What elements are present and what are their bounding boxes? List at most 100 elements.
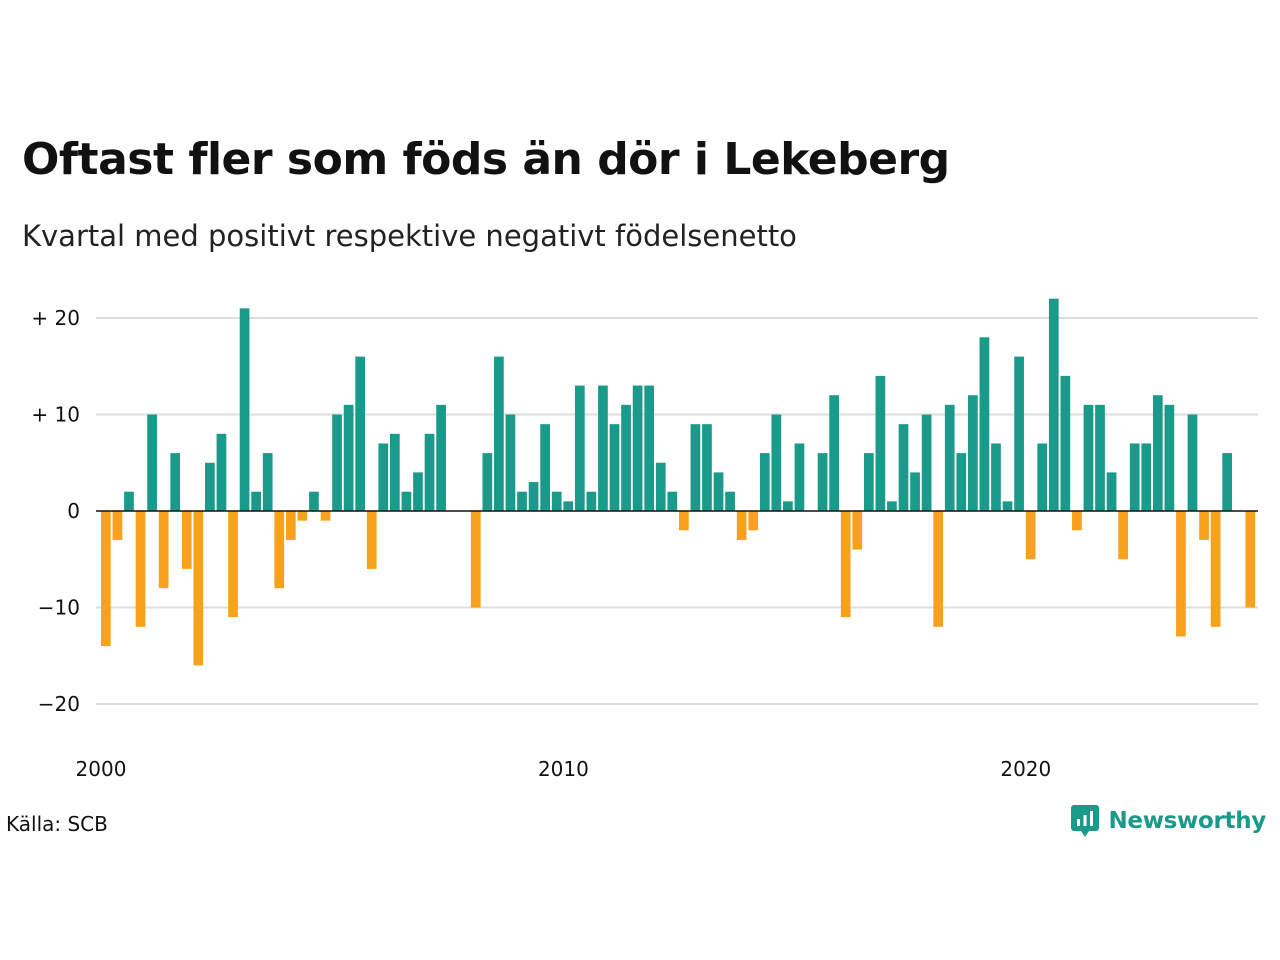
- bar-negative: [1210, 511, 1221, 627]
- bar-positive: [1048, 298, 1059, 511]
- bar-positive: [1152, 395, 1163, 511]
- bar-positive: [632, 385, 643, 511]
- bar-positive: [702, 424, 712, 511]
- bar-negative: [181, 511, 192, 569]
- bar-negative: [1118, 511, 1128, 560]
- bar-positive: [436, 404, 446, 511]
- bar-positive: [783, 501, 793, 511]
- bar-positive: [817, 453, 828, 511]
- bar-negative: [320, 511, 331, 521]
- bar-negative: [135, 511, 146, 627]
- bar-negative: [840, 511, 851, 618]
- bar-negative: [470, 511, 481, 608]
- y-tick-label: −10: [38, 596, 80, 620]
- bar-positive: [216, 433, 227, 511]
- bar-negative: [1025, 511, 1036, 560]
- x-tick-label: 2010: [538, 757, 589, 781]
- bar-positive: [598, 385, 608, 511]
- bar-positive: [1164, 404, 1175, 511]
- bar-positive: [332, 414, 342, 511]
- source-note: Källa: SCB: [6, 812, 108, 836]
- bar-positive: [898, 424, 909, 511]
- bar-negative: [366, 511, 377, 569]
- bar-negative: [852, 511, 863, 550]
- brand-name: Newsworthy: [1108, 808, 1266, 834]
- bar-positive: [1014, 356, 1024, 511]
- bar-positive: [251, 491, 261, 511]
- x-tick-label: 2000: [76, 757, 127, 781]
- bar-positive: [205, 462, 215, 511]
- bar-positive: [401, 491, 412, 511]
- newsworthy-logo-icon: [1071, 805, 1100, 837]
- bar-positive: [482, 453, 493, 511]
- bar-positive: [621, 404, 631, 511]
- bar-positive: [863, 453, 874, 511]
- y-axis-labels: + 20 + 10 0 −10 −20: [31, 306, 80, 716]
- bar-negative: [158, 511, 169, 589]
- bar-positive: [390, 433, 400, 511]
- bar-negative: [679, 511, 689, 531]
- y-tick-label: −20: [38, 692, 80, 716]
- bar-positive: [956, 453, 967, 511]
- bar-negative: [228, 511, 238, 618]
- bar-positive: [875, 375, 886, 511]
- bar-positive: [540, 424, 550, 511]
- bar-negative: [101, 511, 111, 647]
- bar-positive: [1083, 404, 1094, 511]
- chart-subtitle: Kvartal med positivt respektive negativt…: [22, 219, 797, 253]
- bar-negative: [1176, 511, 1186, 637]
- bar-positive: [355, 356, 366, 511]
- bar-positive: [667, 491, 678, 511]
- bar-negative: [1199, 511, 1209, 540]
- x-axis-labels: 2000 2010 2020: [76, 757, 1052, 781]
- bar-positive: [655, 462, 666, 511]
- bar-positive: [239, 308, 250, 511]
- bar-positive: [378, 443, 389, 511]
- bar-positive: [968, 395, 978, 511]
- bar-positive: [690, 424, 701, 511]
- chart-title: Oftast fler som föds än dör i Lekeberg: [22, 134, 950, 185]
- bar-negative: [193, 511, 204, 666]
- bar-positive: [147, 414, 157, 511]
- bar-positive: [979, 337, 990, 511]
- bar-positive: [1002, 501, 1013, 511]
- bar-positive: [309, 491, 319, 511]
- bar-positive: [759, 453, 770, 511]
- bar-positive: [262, 453, 273, 511]
- bar-positive: [771, 414, 782, 511]
- bar-positive: [424, 433, 435, 511]
- bar-positive: [713, 472, 724, 511]
- bar-negative: [736, 511, 747, 540]
- bar-positive: [517, 491, 527, 511]
- bar-negative: [297, 511, 308, 521]
- bar-negative: [285, 511, 296, 540]
- bar-positive: [494, 356, 504, 511]
- bar-negative: [112, 511, 123, 540]
- bar-positive: [563, 501, 574, 511]
- bar-positive: [1106, 472, 1117, 511]
- bar-positive: [586, 491, 597, 511]
- bar-positive: [944, 404, 955, 511]
- bar-negative: [1245, 511, 1256, 608]
- bar-negative: [748, 511, 759, 531]
- bar-positive: [551, 491, 562, 511]
- bar-positive: [574, 385, 585, 511]
- bar-negative: [933, 511, 944, 627]
- bar-chart: + 20 + 10 0 −10 −20 2000 2010 2020: [31, 298, 1258, 781]
- bar-positive: [1222, 453, 1233, 511]
- bar-positive: [170, 453, 181, 511]
- bar-positive: [528, 482, 539, 511]
- bars: [101, 298, 1256, 666]
- y-tick-label: + 10: [31, 403, 80, 427]
- bar-positive: [124, 491, 134, 511]
- bar-positive: [1095, 404, 1105, 511]
- bar-positive: [1187, 414, 1198, 511]
- y-tick-label: + 20: [31, 306, 80, 330]
- bar-positive: [794, 443, 805, 511]
- bar-positive: [829, 395, 839, 511]
- bar-positive: [1037, 443, 1048, 511]
- bar-positive: [609, 424, 620, 511]
- bar-positive: [343, 404, 354, 511]
- bar-negative: [1072, 511, 1082, 531]
- bar-positive: [921, 414, 932, 511]
